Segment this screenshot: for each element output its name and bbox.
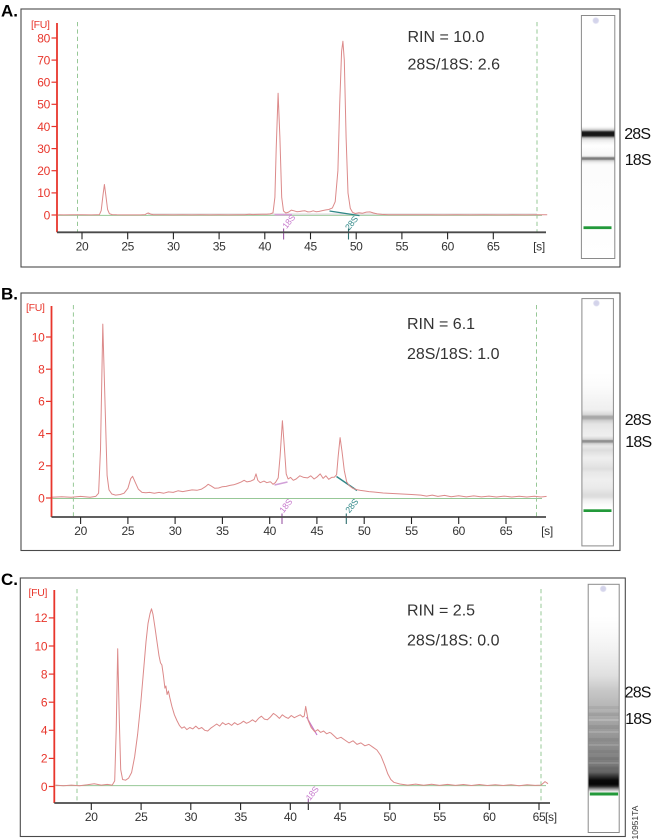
svg-text:4: 4 (38, 427, 45, 441)
svg-text:B.: B. (1, 285, 18, 304)
svg-text:18S: 18S (625, 711, 651, 728)
svg-text:6: 6 (38, 395, 45, 409)
svg-text:20: 20 (76, 239, 89, 253)
svg-text:60: 60 (483, 810, 496, 824)
svg-text:25: 25 (122, 524, 135, 538)
svg-text:[FU]: [FU] (29, 587, 48, 599)
svg-text:[FU]: [FU] (26, 302, 45, 314)
svg-text:0: 0 (41, 780, 48, 794)
svg-text:20: 20 (74, 524, 87, 538)
svg-text:12: 12 (35, 611, 48, 625)
svg-text:20: 20 (37, 164, 50, 178)
svg-text:35: 35 (216, 524, 229, 538)
svg-text:28S: 28S (625, 684, 651, 701)
svg-text:55: 55 (433, 810, 446, 824)
svg-text:50: 50 (358, 524, 371, 538)
svg-text:30: 30 (184, 810, 197, 824)
svg-text:18S: 18S (625, 152, 651, 169)
svg-text:45: 45 (304, 239, 317, 253)
svg-text:28S/18S: 1.0: 28S/18S: 1.0 (407, 346, 500, 363)
svg-text:10: 10 (32, 330, 45, 344)
svg-text:60: 60 (452, 524, 465, 538)
svg-text:40: 40 (263, 524, 276, 538)
svg-text:28S: 28S (624, 126, 650, 143)
svg-text:2: 2 (38, 459, 45, 473)
svg-text:70: 70 (37, 53, 50, 67)
svg-text:45: 45 (334, 810, 347, 824)
svg-text:10951TA: 10951TA (630, 805, 640, 839)
svg-text:50: 50 (37, 98, 50, 112)
svg-text:18S: 18S (625, 434, 651, 451)
svg-text:25: 25 (135, 810, 148, 824)
svg-text:[s]: [s] (533, 239, 545, 253)
svg-text:65: 65 (487, 239, 500, 253)
svg-text:10: 10 (37, 186, 50, 200)
svg-text:55: 55 (405, 524, 418, 538)
svg-text:28S/18S: 2.6: 28S/18S: 2.6 (408, 57, 501, 74)
svg-text:80: 80 (37, 31, 50, 45)
svg-text:RIN = 10.0: RIN = 10.0 (408, 29, 485, 46)
svg-text:[FU]: [FU] (31, 19, 50, 31)
svg-text:65: 65 (533, 810, 546, 824)
svg-text:40: 40 (258, 239, 271, 253)
svg-text:30: 30 (37, 142, 50, 156)
svg-text:35: 35 (234, 810, 247, 824)
svg-text:4: 4 (41, 724, 48, 738)
svg-text:[s]: [s] (541, 524, 553, 538)
svg-text:28S/18S: 0.0: 28S/18S: 0.0 (407, 632, 500, 649)
svg-text:8: 8 (38, 363, 45, 377)
svg-text:A.: A. (1, 2, 18, 21)
svg-text:0: 0 (44, 208, 51, 222)
svg-text:28S: 28S (625, 412, 651, 429)
svg-text:RIN = 6.1: RIN = 6.1 (407, 316, 475, 333)
svg-text:50: 50 (350, 239, 363, 253)
svg-text:C.: C. (1, 570, 18, 589)
svg-text:8: 8 (41, 667, 48, 681)
svg-text:60: 60 (37, 76, 50, 90)
svg-text:45: 45 (311, 524, 324, 538)
svg-text:50: 50 (383, 810, 396, 824)
svg-text:55: 55 (396, 239, 409, 253)
svg-text:40: 40 (37, 120, 50, 134)
svg-text:65: 65 (500, 524, 513, 538)
svg-text:20: 20 (85, 810, 98, 824)
svg-text:40: 40 (284, 810, 297, 824)
svg-text:6: 6 (41, 696, 48, 710)
svg-text:25: 25 (121, 239, 134, 253)
svg-text:30: 30 (169, 524, 182, 538)
svg-text:60: 60 (441, 239, 454, 253)
svg-text:30: 30 (167, 239, 180, 253)
svg-text:0: 0 (38, 491, 45, 505)
svg-text:2: 2 (41, 752, 48, 766)
svg-text:35: 35 (213, 239, 226, 253)
svg-text:[s]: [s] (545, 810, 557, 824)
svg-text:10: 10 (35, 639, 48, 653)
svg-text:RIN = 2.5: RIN = 2.5 (407, 603, 475, 620)
